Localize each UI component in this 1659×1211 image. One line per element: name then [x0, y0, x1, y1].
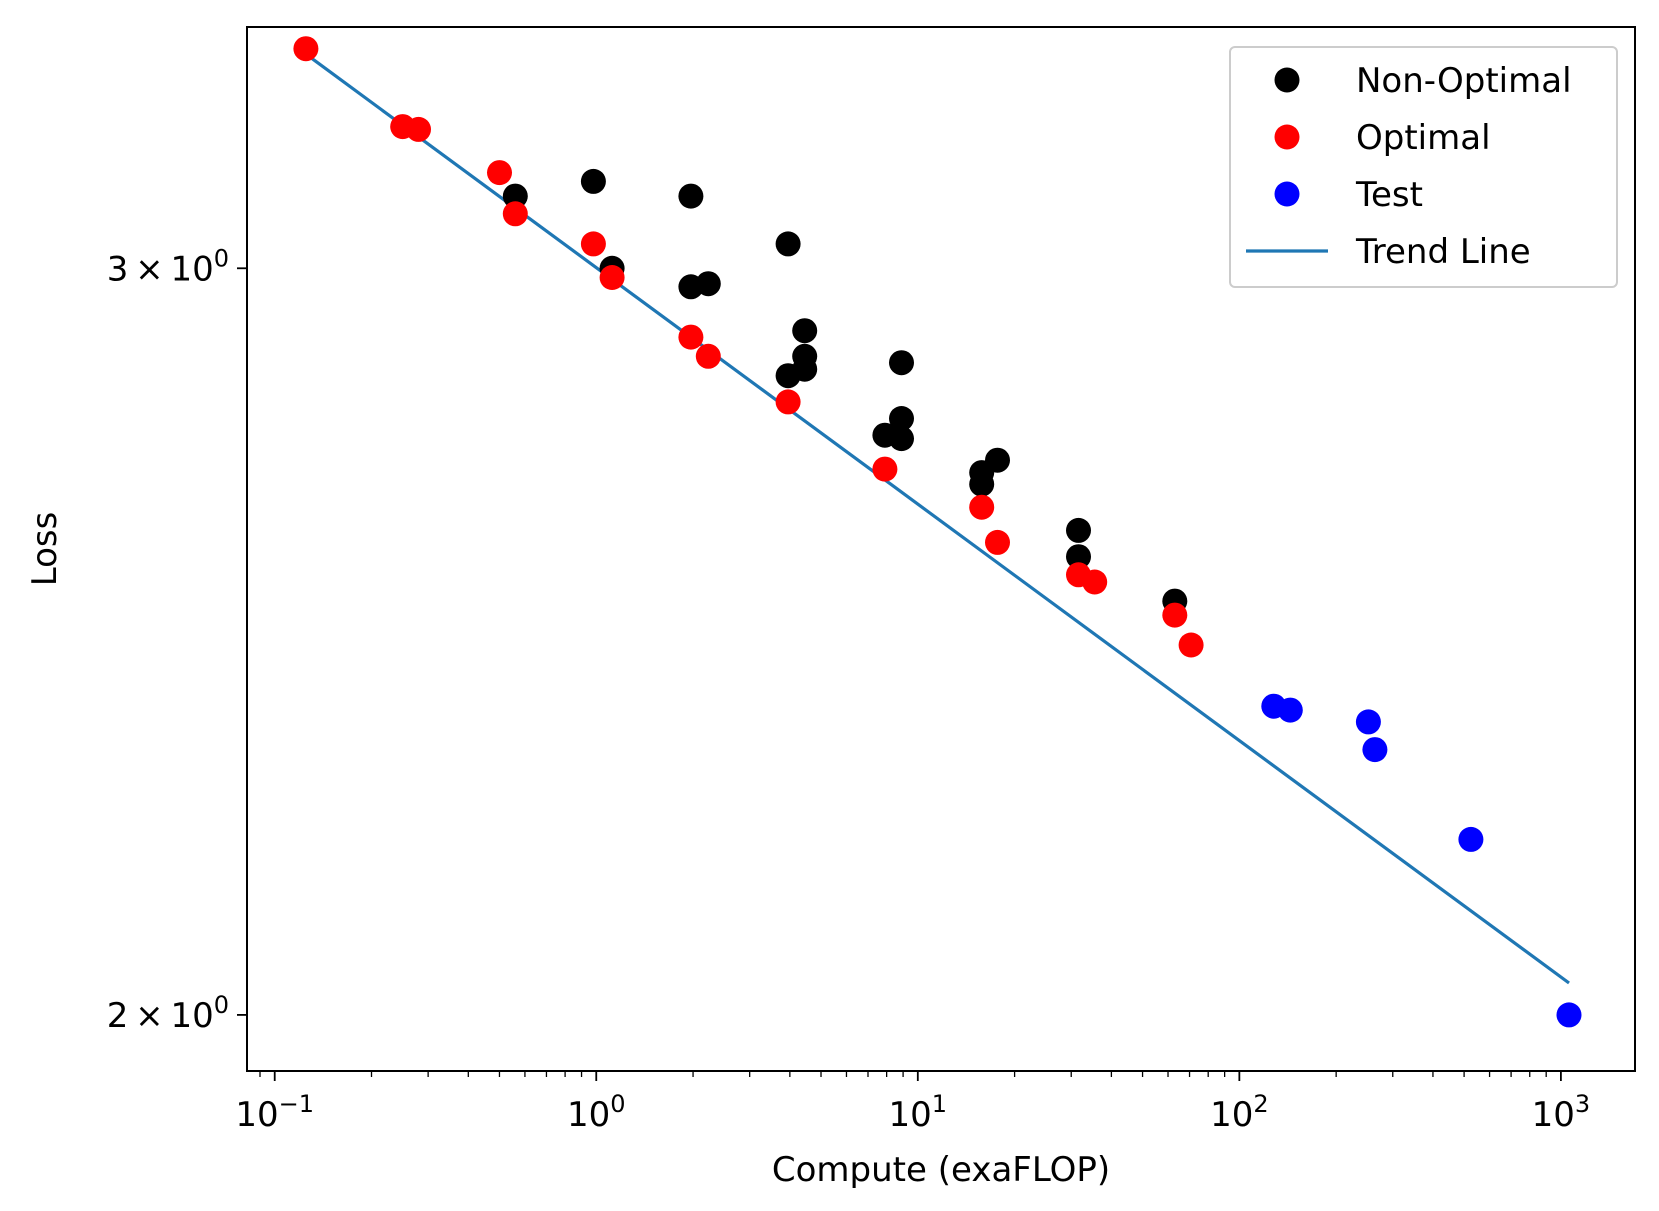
optimal-data-point: [599, 265, 625, 290]
legend-label-trend-line: Trend Line: [1355, 232, 1531, 272]
optimal-data-point: [1178, 632, 1204, 658]
x-tick-label: 101: [889, 1090, 948, 1135]
x-tick-label: 100: [567, 1090, 626, 1135]
non-optimal-data-point: [580, 168, 606, 194]
non-optimal-data-point: [695, 271, 721, 297]
test-data-point: [1355, 709, 1381, 735]
y-tick-label: 3 × 100: [107, 244, 229, 289]
legend-box: [1229, 46, 1618, 288]
optimal-data-point: [487, 160, 512, 186]
non-optimal-data-point: [678, 183, 704, 209]
legend-swatch-non-optimal: [1274, 67, 1300, 93]
optimal-data-point: [293, 36, 319, 62]
legend-label-optimal: Optimal: [1356, 118, 1491, 158]
x-axis-ticks: 10−1 100 101 102 103: [235, 1071, 1590, 1135]
optimal-data-point: [406, 116, 431, 142]
x-axis-label: Compute (exaFLOP): [772, 1150, 1110, 1190]
optimal-data-point: [775, 389, 801, 415]
legend-swatch-test: [1274, 181, 1300, 207]
y-tick-label: 2 × 100: [107, 991, 229, 1036]
x-tick-label: 103: [1532, 1090, 1591, 1135]
optimal-data-point: [1162, 602, 1188, 628]
plot-frame: [246, 26, 1636, 1072]
x-tick-label: 102: [1210, 1090, 1269, 1135]
non-optimal-data-point: [792, 318, 818, 344]
data-points-layer: [293, 36, 1582, 1028]
legend-label-non-optimal: Non-Optimal: [1356, 61, 1572, 101]
non-optimal-data-point: [1066, 517, 1091, 543]
optimal-data-point: [985, 529, 1010, 555]
non-optimal-data-point: [889, 350, 914, 376]
non-optimal-data-point: [889, 406, 914, 431]
optimal-data-point: [678, 324, 704, 350]
optimal-data-point: [502, 201, 528, 227]
test-data-point: [1458, 826, 1484, 852]
test-data-point: [1556, 1002, 1582, 1028]
y-axis-label: Loss: [25, 512, 65, 587]
non-optimal-data-point: [792, 356, 818, 382]
optimal-data-point: [872, 456, 898, 482]
non-optimal-data-point: [889, 426, 914, 452]
non-optimal-data-point: [502, 183, 528, 209]
test-data-point: [1277, 697, 1303, 723]
non-optimal-data-point: [969, 471, 995, 497]
optimal-data-point: [1082, 569, 1108, 595]
non-optimal-data-point: [1066, 544, 1091, 570]
y-axis-ticks: 3 × 100 2 × 100: [107, 244, 247, 1036]
test-data-point: [1362, 737, 1388, 763]
legend-label-test: Test: [1355, 175, 1423, 215]
optimal-data-point: [969, 494, 995, 520]
non-optimal-data-point: [775, 231, 801, 257]
legend: Non-Optimal Optimal Test Trend Line: [1229, 46, 1618, 288]
legend-swatch-optimal: [1274, 124, 1300, 150]
x-tick-label: 10−1: [235, 1090, 314, 1135]
non-optimal-data-point: [985, 447, 1010, 473]
optimal-data-point: [580, 231, 606, 257]
optimal-data-point: [695, 343, 721, 369]
